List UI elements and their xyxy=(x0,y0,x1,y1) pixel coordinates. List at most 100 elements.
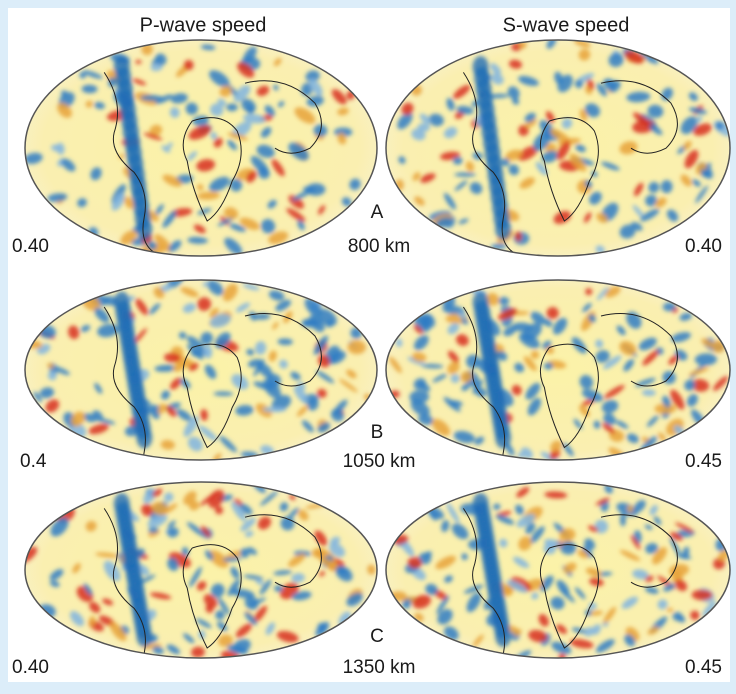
anomaly xyxy=(516,514,536,528)
anomaly xyxy=(505,149,523,161)
anomaly xyxy=(239,503,253,515)
anomaly xyxy=(162,174,182,187)
anomaly xyxy=(102,598,114,606)
anomaly xyxy=(213,391,234,397)
anomaly xyxy=(670,532,683,541)
anomaly xyxy=(204,364,217,379)
anomaly xyxy=(446,502,460,524)
coastline xyxy=(539,117,599,222)
anomaly xyxy=(185,102,198,115)
anomaly xyxy=(691,589,713,601)
anomaly xyxy=(495,514,515,525)
anomaly xyxy=(88,615,96,627)
anomaly xyxy=(155,94,173,104)
anomaly xyxy=(658,432,667,442)
anomaly xyxy=(550,596,565,610)
anomaly xyxy=(237,62,255,78)
anomaly xyxy=(595,639,615,653)
anomaly xyxy=(432,373,448,383)
anomaly xyxy=(623,359,634,372)
anomaly xyxy=(431,418,451,436)
anomalies xyxy=(25,280,372,460)
anomaly xyxy=(443,192,457,210)
anomaly xyxy=(256,85,270,97)
anomaly xyxy=(297,219,305,231)
anomaly xyxy=(556,624,567,634)
anomaly xyxy=(72,563,81,574)
anomaly xyxy=(346,592,363,607)
anomaly xyxy=(197,297,212,311)
anomaly xyxy=(619,512,627,527)
anomaly xyxy=(587,525,599,533)
anomaly xyxy=(268,231,289,245)
anomaly xyxy=(166,644,181,655)
anomaly xyxy=(132,78,147,86)
anomaly xyxy=(161,390,170,400)
anomaly xyxy=(195,618,212,629)
anomaly xyxy=(633,182,644,197)
anomaly xyxy=(588,610,603,616)
anomaly xyxy=(253,605,268,623)
anomaly xyxy=(712,376,729,391)
anomaly xyxy=(109,622,127,642)
anomaly xyxy=(120,230,137,245)
anomaly xyxy=(81,84,98,94)
anomaly xyxy=(250,155,269,175)
coastlines xyxy=(103,306,322,460)
anomaly xyxy=(231,588,255,599)
anomaly xyxy=(583,212,592,223)
anomaly xyxy=(688,367,710,376)
coastline xyxy=(182,544,242,649)
anomaly xyxy=(447,361,460,375)
anomaly xyxy=(80,324,91,332)
anomaly xyxy=(696,115,703,123)
anomaly xyxy=(546,306,559,320)
anomaly xyxy=(264,105,275,117)
anomalies xyxy=(395,40,730,254)
anomaly xyxy=(231,501,247,522)
globe-border xyxy=(385,481,731,659)
anomaly xyxy=(542,340,552,349)
anomaly xyxy=(170,377,182,390)
anomaly xyxy=(584,538,596,550)
anomaly xyxy=(70,611,84,627)
anomaly xyxy=(508,59,523,69)
anomaly xyxy=(132,328,148,345)
anomaly xyxy=(677,615,686,623)
anomaly xyxy=(309,78,323,96)
anomaly xyxy=(98,418,116,425)
anomaly xyxy=(446,97,455,111)
anomaly xyxy=(531,592,539,600)
anomaly xyxy=(682,546,690,560)
anomaly xyxy=(466,592,482,613)
anomaly xyxy=(541,150,559,163)
anomaly xyxy=(657,599,668,610)
anomaly xyxy=(244,530,254,538)
anomaly xyxy=(244,595,259,610)
anomaly xyxy=(70,411,85,427)
anomaly xyxy=(147,514,168,528)
anomaly xyxy=(235,302,251,313)
anomaly xyxy=(507,86,520,100)
anomaly xyxy=(571,337,587,354)
anomaly xyxy=(155,53,167,66)
anomaly xyxy=(135,59,142,64)
anomaly xyxy=(317,422,331,433)
globe-border xyxy=(385,279,731,461)
anomaly xyxy=(265,622,275,635)
anomaly xyxy=(213,137,223,148)
coastlines xyxy=(103,72,322,253)
anomaly xyxy=(243,46,257,64)
anomaly xyxy=(647,104,664,118)
panel-letter: B xyxy=(371,422,384,443)
anomaly xyxy=(626,91,651,103)
coastlines xyxy=(462,508,678,658)
depth-label: 1050 km xyxy=(343,451,416,472)
anomaly xyxy=(556,579,570,596)
anomaly xyxy=(486,292,500,306)
anomaly xyxy=(410,399,430,417)
anomaly xyxy=(181,546,189,557)
anomaly xyxy=(418,381,431,392)
anomaly xyxy=(209,313,231,328)
anomaly xyxy=(601,400,619,414)
